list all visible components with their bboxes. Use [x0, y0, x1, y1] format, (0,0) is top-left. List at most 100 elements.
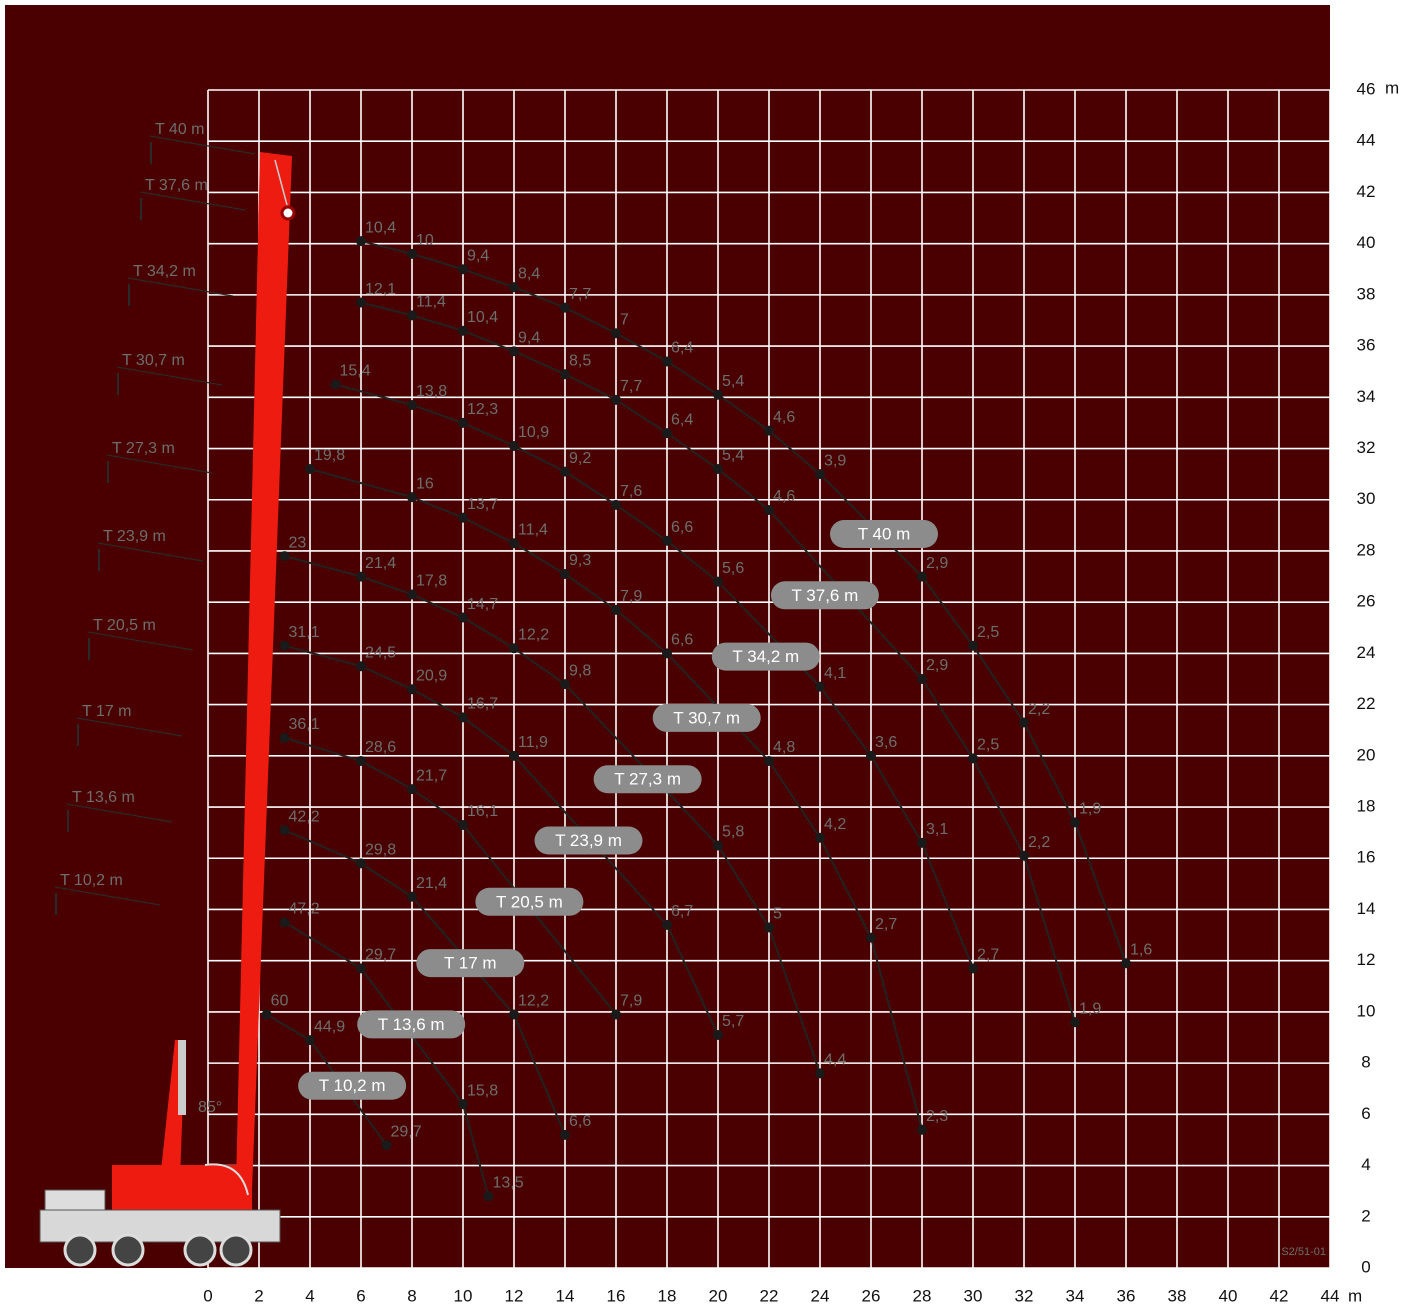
load-point: [1070, 1017, 1080, 1028]
load-point: [764, 922, 774, 933]
load-point: [407, 684, 417, 695]
load-label: 4,2: [824, 816, 846, 833]
load-label: 10: [416, 232, 434, 249]
load-point: [279, 640, 290, 651]
load-point: [611, 499, 621, 510]
load-label: 2,9: [926, 657, 948, 674]
load-label: 2,5: [977, 624, 999, 641]
x-tick-label: 42: [1270, 1286, 1289, 1305]
load-point: [866, 750, 876, 761]
height-label: T 20,5 m: [93, 617, 156, 634]
load-label: 31,1: [289, 624, 320, 641]
load-label: 7: [620, 312, 629, 329]
load-point: [560, 679, 570, 690]
load-point: [815, 469, 825, 480]
y-tick-label: 22: [1357, 694, 1376, 713]
load-point: [458, 512, 468, 523]
superstructure: [112, 1165, 252, 1210]
y-tick-label: 6: [1361, 1104, 1370, 1123]
load-point: [917, 837, 927, 848]
load-point: [1121, 958, 1131, 969]
load-point: [560, 1129, 570, 1140]
load-label: 9,8: [569, 662, 591, 679]
height-label: T 37,6 m: [145, 177, 208, 194]
load-point: [279, 917, 290, 928]
boom-length-label: T 23,9 m: [555, 831, 622, 850]
load-label: 2,2: [1028, 834, 1050, 851]
boom-length-label: T 13,6 m: [378, 1015, 445, 1034]
load-label: 11,4: [416, 294, 446, 311]
load-label: 16: [416, 475, 434, 492]
load-label: 1,9: [1079, 1000, 1101, 1017]
load-label: 6,6: [671, 519, 693, 536]
load-point: [611, 1009, 621, 1020]
load-label: 9,4: [518, 329, 540, 346]
load-label: 9,3: [569, 552, 591, 569]
hook-rope: [274, 159, 288, 206]
load-point: [509, 440, 519, 451]
y-tick-label: 18: [1357, 797, 1376, 816]
load-label: 21,4: [365, 555, 396, 572]
load-label: 12,2: [518, 993, 549, 1010]
load-label: 5,8: [722, 824, 744, 841]
height-marker: [127, 277, 234, 297]
load-point: [917, 1124, 927, 1135]
height-label: T 40 m: [155, 121, 205, 138]
load-point: [458, 819, 468, 830]
x-tick-label: 30: [964, 1286, 983, 1305]
load-label: 13,7: [467, 496, 498, 513]
load-label: 15,4: [340, 363, 371, 380]
load-point: [356, 858, 366, 869]
boom-length-label: T 30,7 m: [673, 708, 740, 727]
load-label: 21,4: [416, 875, 447, 892]
load-label: 19,8: [314, 447, 345, 464]
load-point: [1070, 817, 1080, 828]
load-point: [407, 589, 417, 600]
load-point: [968, 753, 978, 764]
load-label: 10,9: [518, 424, 549, 441]
load-point: [458, 417, 468, 428]
load-point: [713, 389, 723, 400]
load-point: [968, 963, 978, 974]
load-label: 10,4: [365, 219, 396, 236]
boom-length-badge: [711, 642, 820, 671]
load-label: 13,8: [416, 383, 447, 400]
x-tick-label: 10: [454, 1286, 473, 1305]
load-label: 13,5: [493, 1175, 524, 1192]
boom-length-badge: [298, 1071, 407, 1100]
boom-length-badge: [416, 949, 525, 978]
load-label: 2,7: [977, 947, 999, 964]
y-tick-label: 42: [1357, 182, 1376, 201]
angle-label: 85°: [198, 1099, 222, 1116]
load-label: 21,7: [416, 767, 447, 784]
y-tick-label: 44: [1357, 131, 1376, 150]
wheel: [111, 1233, 145, 1267]
load-label: 12,2: [518, 626, 549, 643]
x-tick-label: 28: [913, 1286, 932, 1305]
load-point: [815, 1068, 825, 1079]
load-label: 3,1: [926, 821, 948, 838]
load-point: [560, 302, 570, 313]
load-point: [917, 674, 927, 684]
load-point: [407, 784, 417, 795]
load-point: [611, 394, 621, 405]
cylinder-rod: [178, 1040, 186, 1115]
load-point: [381, 1140, 392, 1151]
y-tick-label: 0: [1361, 1257, 1370, 1276]
y-tick-label: 36: [1357, 336, 1376, 355]
load-point: [917, 571, 927, 582]
load-label: 7,7: [620, 378, 642, 395]
x-tick-label: 2: [254, 1286, 263, 1305]
load-point: [713, 464, 723, 475]
x-tick-label: 16: [607, 1286, 626, 1305]
load-label: 42,2: [289, 808, 320, 825]
load-label: 7,9: [620, 993, 642, 1010]
height-label: T 17 m: [82, 703, 132, 720]
load-label: 5,6: [722, 560, 744, 577]
boom-length-label: T 40 m: [858, 524, 911, 543]
height-label: T 23,9 m: [103, 528, 166, 545]
y-tick-label: 20: [1357, 745, 1376, 764]
load-point: [764, 504, 774, 515]
load-point: [458, 1099, 468, 1110]
load-label: 8,5: [569, 352, 591, 369]
